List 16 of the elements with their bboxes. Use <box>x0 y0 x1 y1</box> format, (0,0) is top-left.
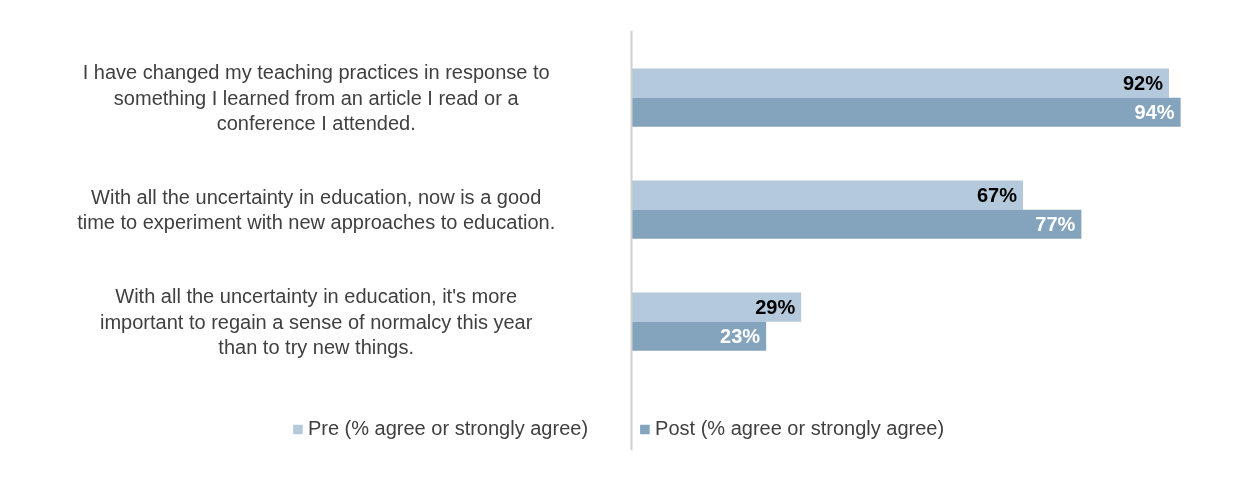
data-label: 23% <box>720 325 761 348</box>
bar <box>631 209 1082 239</box>
data-label: 92% <box>1122 72 1164 95</box>
y-tick-label: With all the uncertainty in education, now is a good time to experiment with new approaches to education. <box>77 186 556 234</box>
legend-label: Pre (% agree or strongly agree) <box>307 417 589 440</box>
bar <box>631 97 1181 127</box>
bar <box>631 292 802 322</box>
bar <box>631 180 1024 210</box>
data-label: 67% <box>976 184 1018 207</box>
bar <box>631 68 1169 98</box>
data-label: 77% <box>1035 213 1076 236</box>
data-label: 94% <box>1134 101 1175 124</box>
data-label: 29% <box>755 296 796 319</box>
y-tick-label: With all the uncertainty in education, it's more important to regain a sense of normalcy this year than to try new things. <box>99 285 533 358</box>
legend-label: Post (% agree or strongly agree) <box>655 417 945 440</box>
y-tick-label: I have changed my teaching practices in response to something I learned from an article I read or a conference I attended. <box>82 61 550 134</box>
